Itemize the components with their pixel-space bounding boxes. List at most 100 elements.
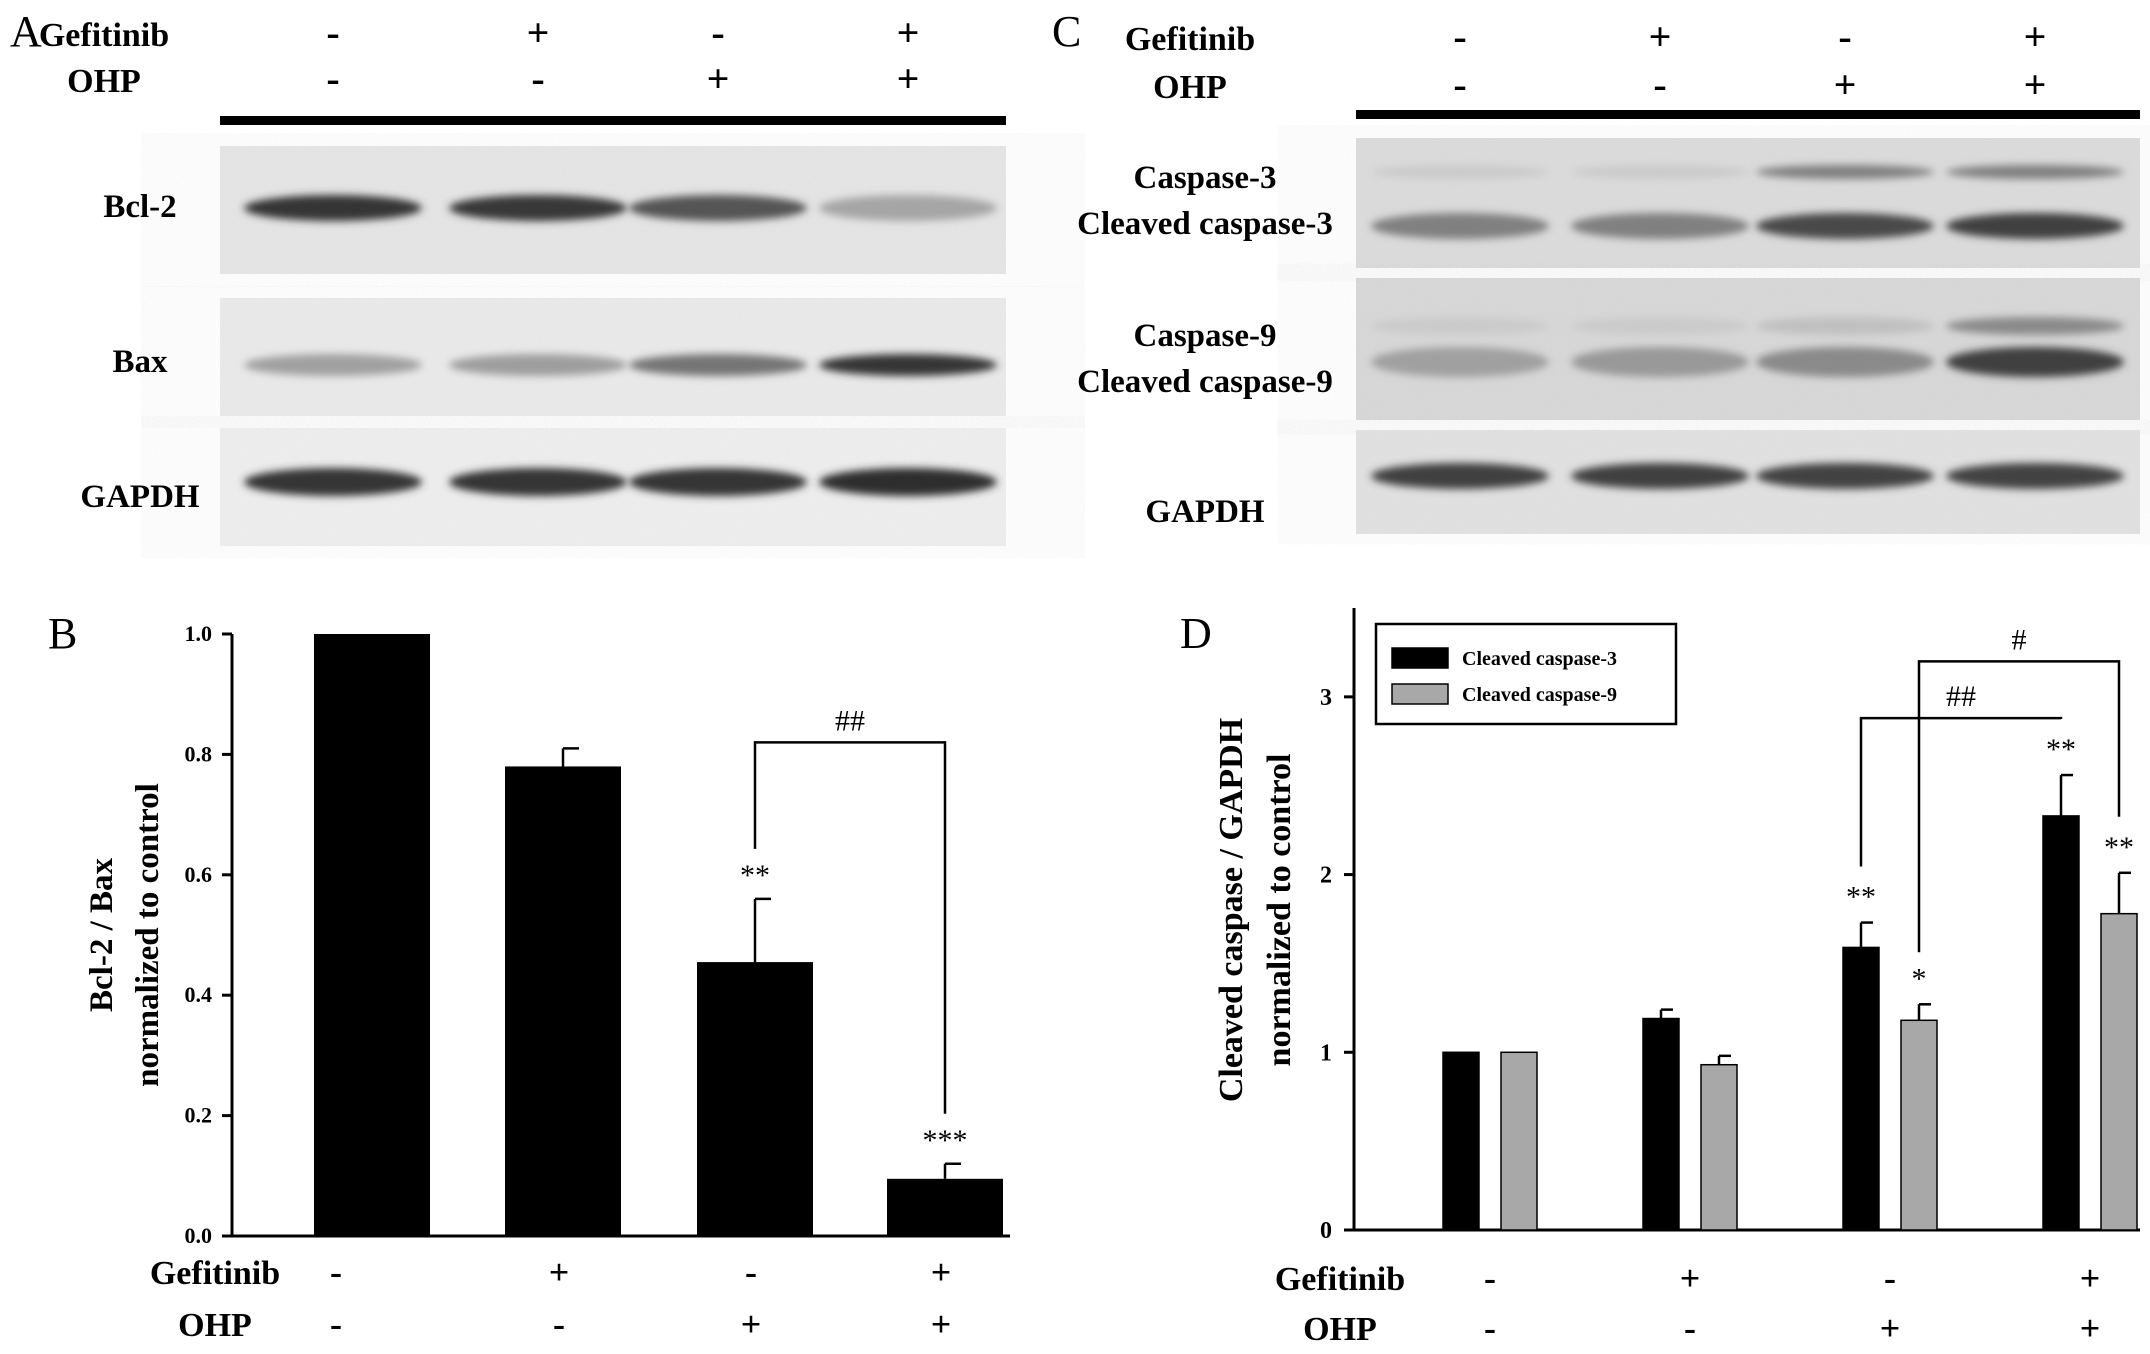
blot-band — [1756, 463, 1934, 489]
treatment-sign: - — [1653, 62, 1666, 107]
bar — [1642, 1017, 1680, 1231]
y-tick-label: 0.2 — [185, 1103, 213, 1128]
blot-band — [1371, 317, 1549, 335]
chart-b: B 0.0 0.2 0.4 0.6 0.8 1.0 Bcl-2 / Bax normalize… — [48, 609, 1010, 1344]
bar — [1900, 1019, 1938, 1231]
panel-c-letter: C — [1052, 7, 1081, 56]
treatment-sign: + — [1880, 1308, 1901, 1348]
treatment-label: OHP — [178, 1307, 252, 1344]
significance-label: ** — [2046, 733, 2076, 766]
blot-band — [1946, 213, 2124, 239]
treatment-label: Gefitinib — [150, 1255, 280, 1292]
treatment-sign: + — [897, 56, 920, 101]
panel-a-letter: A — [10, 7, 42, 56]
blot-band — [244, 354, 422, 376]
blot-band — [1756, 317, 1934, 335]
blot-label-secondary: Cleaved caspase-9 — [1077, 364, 1333, 400]
blot-label: GAPDH — [1145, 494, 1264, 530]
bar — [1842, 946, 1880, 1231]
treatment-sign: - — [1453, 14, 1466, 59]
blot-label: Caspase-3 — [1133, 160, 1276, 196]
significance-label: ** — [740, 859, 770, 892]
legend-label: Cleaved caspase-3 — [1462, 648, 1617, 670]
y-tick-label: 0.4 — [185, 982, 213, 1007]
treatment-label: OHP — [1303, 1311, 1377, 1348]
blot-band — [244, 468, 422, 496]
y-axis-label-secondary: normalized to control — [1261, 754, 1298, 1067]
blot-band — [1946, 347, 2124, 377]
significance-bracket — [753, 741, 947, 1114]
treatment-sign: + — [527, 10, 550, 55]
y-tick-label: 0 — [1320, 1218, 1332, 1244]
blot-label-secondary: Cleaved caspase-3 — [1077, 206, 1333, 242]
y-tick-label: 0.8 — [185, 741, 213, 766]
treatment-label: Gefitinib — [1275, 1261, 1405, 1298]
blot-band — [1946, 463, 2124, 489]
treatment-sign: + — [931, 1304, 952, 1344]
treatment-sign: + — [2024, 14, 2047, 59]
blot-band — [449, 354, 627, 376]
treatment-sign: - — [326, 56, 339, 101]
bracket-label: ## — [835, 704, 865, 737]
significance-bracket — [1917, 660, 2121, 953]
treatment-sign: + — [2024, 62, 2047, 107]
treatment-sign: - — [1484, 1308, 1496, 1348]
blot-band — [1756, 165, 1934, 179]
significance-label: ** — [2104, 831, 2134, 864]
blot-band — [1571, 463, 1749, 489]
y-tick-label: 0.6 — [185, 862, 213, 887]
blot-label: GAPDH — [80, 479, 199, 515]
bar — [1500, 1051, 1538, 1231]
blot-band — [819, 195, 997, 221]
bar — [887, 1178, 1003, 1236]
treatment-sign: + — [897, 10, 920, 55]
blot-band — [1571, 165, 1749, 179]
panel-d-letter: D — [1180, 609, 1212, 658]
treatment-sign: - — [330, 1304, 342, 1344]
blot-band — [1756, 347, 1934, 377]
treatment-sign: - — [531, 56, 544, 101]
treatment-sign: - — [1884, 1258, 1896, 1298]
treatment-label: Gefitinib — [1125, 21, 1255, 58]
bar — [697, 962, 813, 1236]
treatment-sign: + — [2080, 1258, 2101, 1298]
treatment-sign: - — [553, 1304, 565, 1344]
blot-texture — [1356, 138, 2140, 268]
blot-band — [819, 468, 997, 496]
treatment-label: OHP — [67, 63, 141, 100]
treatment-sign: + — [2080, 1308, 2101, 1348]
legend-swatch — [1391, 647, 1449, 669]
blot-band — [1756, 213, 1934, 239]
treatment-sign: - — [1453, 62, 1466, 107]
bar — [1442, 1051, 1480, 1231]
treatment-sign: + — [931, 1252, 952, 1292]
significance-label: ** — [1846, 881, 1876, 914]
treatment-sign: - — [326, 10, 339, 55]
blot-band — [629, 354, 807, 376]
treatment-sign: - — [1838, 14, 1851, 59]
y-tick-label: 3 — [1320, 685, 1332, 711]
legend-swatch — [1391, 683, 1449, 705]
treatment-sign: + — [1680, 1258, 1701, 1298]
blot-band — [1571, 347, 1749, 377]
y-tick-label: 2 — [1320, 863, 1332, 889]
blot-band — [1371, 463, 1549, 489]
bar — [2042, 815, 2080, 1231]
legend-box — [1374, 622, 1678, 726]
treatment-sign: - — [330, 1252, 342, 1292]
treatment-label: OHP — [1153, 69, 1227, 106]
blot-band — [1946, 317, 2124, 335]
treatment-sign: + — [741, 1304, 762, 1344]
blot-band — [1946, 165, 2124, 179]
bar — [314, 634, 430, 1236]
treatment-sign: - — [711, 10, 724, 55]
blot-band — [244, 195, 422, 221]
blot-band — [1371, 347, 1549, 377]
treatment-sign: + — [1834, 62, 1857, 107]
blot-band — [819, 354, 997, 376]
treatment-sign: - — [1484, 1258, 1496, 1298]
y-axis-label: Cleaved caspase / GAPDH — [1213, 718, 1250, 1102]
bracket-label: ## — [1946, 680, 1976, 713]
